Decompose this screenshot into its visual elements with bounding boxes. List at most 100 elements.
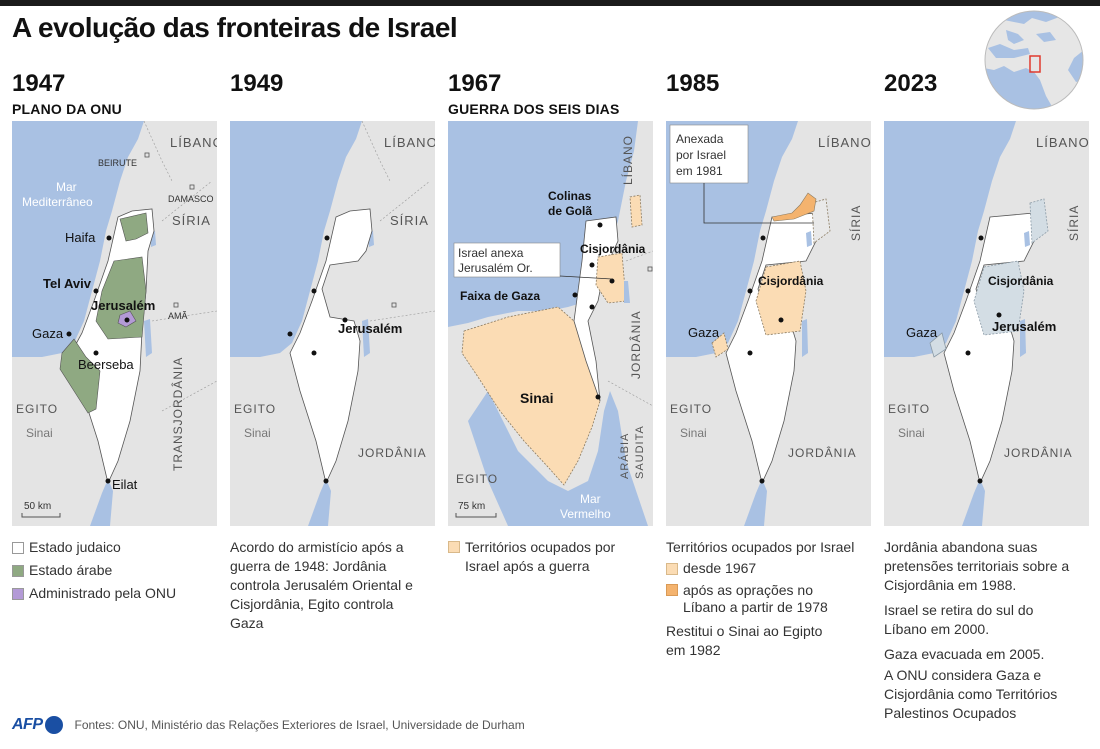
dead-sea <box>802 319 808 357</box>
label-anexada2: por Israel <box>676 148 726 162</box>
legend-2023: Jordânia abandona suas pretensões territ… <box>884 538 1089 729</box>
panel-note: Gaza evacuada em 2005. <box>884 646 1045 662</box>
label-jordania: JORDÂNIA <box>628 310 643 379</box>
capital-beirute <box>144 152 150 158</box>
label-gaza: Faixa de Gaza <box>460 289 540 303</box>
territory-west-bank <box>595 252 627 304</box>
panel-note: Acordo do armistício após a guerra de 19… <box>230 539 413 631</box>
city-dot-beerseba <box>93 350 99 356</box>
label-colinas: Colinas <box>548 189 592 203</box>
label-vermelho: Vermelho <box>560 507 611 521</box>
top-bar <box>0 0 1100 6</box>
page-title: A evolução das fronteiras de Israel <box>12 12 458 43</box>
sea-mediterranean <box>884 121 1016 357</box>
label-anexada1: Anexada <box>676 132 724 146</box>
label-cisjordania: Cisjordânia <box>580 242 646 256</box>
legend-swatch-arab <box>12 564 24 577</box>
legend-item: Estado árabe <box>12 561 227 580</box>
sources-text: Fontes: ONU, Ministério das Relações Ext… <box>74 718 525 732</box>
territory-arab-galilee <box>119 212 149 242</box>
label-telaviv: Tel Aviv <box>43 276 92 291</box>
legend-swatch-un <box>12 587 24 600</box>
callout-line <box>703 183 814 224</box>
territory-golan <box>1029 198 1049 244</box>
map-1985: Anexada por Israel em 1981 LÍBANO SÍRIA … <box>666 121 871 526</box>
territory-sinai <box>461 306 601 486</box>
label-sinai: Sinai <box>898 426 925 440</box>
panel-subtitle <box>666 98 871 120</box>
territory-west-bank <box>973 260 1025 336</box>
territory-arab-gaza <box>59 338 101 414</box>
border-lines <box>607 250 653 407</box>
label-libano: LÍBANO <box>170 135 217 150</box>
panel-1949: 1949 LÍBANO SÍRIA Jerusalém EGITO Sinai … <box>230 70 435 631</box>
label-egito: EGITO <box>670 402 712 416</box>
label-libano: LÍBANO <box>818 135 871 150</box>
panel-year: 1947 <box>12 70 66 97</box>
label-mar: Mar <box>56 180 77 194</box>
territory-gaza <box>711 332 729 358</box>
label-cisjordania: Cisjordânia <box>758 274 824 288</box>
sea-gulf <box>744 479 767 526</box>
territory-west-bank <box>755 260 807 336</box>
legend-item: Territórios ocupados por Israel após a g… <box>448 538 663 576</box>
map-1949: LÍBANO SÍRIA Jerusalém EGITO Sinai JORDÂ… <box>230 121 435 526</box>
label-damasco: DAMASCO <box>168 194 214 204</box>
label-haifa: Haifa <box>65 230 96 245</box>
territory-lebanon-strip <box>771 192 817 222</box>
sea-gulf <box>962 479 985 526</box>
label-jordania: JORDÂNIA <box>1004 445 1073 460</box>
legend-swatch-occupied-1967 <box>448 541 460 553</box>
label-sinai: Sinai <box>26 426 53 440</box>
panel-2023: 2023 LÍBANO SÍRIA Cisjordânia Gaza Jerus… <box>884 70 1089 721</box>
dead-sea <box>362 319 370 357</box>
map-2023: LÍBANO SÍRIA Cisjordânia Gaza Jerusalém … <box>884 121 1089 526</box>
callout-box <box>453 242 561 278</box>
legend-item: desde 1967 <box>666 559 881 578</box>
label-anexada3: em 1981 <box>676 164 723 178</box>
scale-bar <box>21 513 61 518</box>
label-siria: SÍRIA <box>1066 205 1081 241</box>
label-siria: SÍRIA <box>390 213 429 228</box>
label-libano: LÍBANO <box>620 135 635 185</box>
callout-line <box>559 275 613 280</box>
legend-item: Estado judaico <box>12 538 227 557</box>
sea-gulf <box>308 479 331 526</box>
label-egito: EGITO <box>888 402 930 416</box>
label-jerusalem: Jerusalém <box>91 298 155 313</box>
afp-logo: AFP <box>12 716 63 734</box>
map-1947: LÍBANO BEIRUTE Mar Mediterrâneo DAMASCO … <box>12 121 217 526</box>
afp-logo-dot <box>44 716 63 734</box>
label-gaza: Gaza <box>32 326 64 341</box>
sea-mediterranean <box>230 121 362 357</box>
legend-1949: Acordo do armistício após a guerra de 19… <box>230 538 445 639</box>
territory-golan <box>811 198 831 244</box>
label-beirute: BEIRUTE <box>98 158 137 168</box>
label-anexa1: Israel anexa <box>458 246 524 260</box>
lake-kinneret <box>806 231 812 247</box>
lake-kinneret <box>1024 231 1030 247</box>
label-scale: 50 km <box>24 501 51 512</box>
label-jordania: JORDÂNIA <box>358 445 427 460</box>
label-sinai: Sinai <box>520 390 553 406</box>
panel-subtitle <box>884 98 1089 120</box>
panel-note: A ONU considera Gaza e Cisjordânia como … <box>884 667 1058 721</box>
label-jerusalem: Jerusalém <box>992 319 1056 334</box>
city-dot-gaza <box>66 331 72 337</box>
label-egito: EGITO <box>456 472 498 486</box>
label-libano: LÍBANO <box>1036 135 1089 150</box>
sea-red <box>468 391 648 526</box>
label-libano: LÍBANO <box>384 135 435 150</box>
label-jerusalem: Jerusalém <box>338 321 402 336</box>
label-jordania: JORDÂNIA <box>788 445 857 460</box>
label-transjordania: TRANSJORDÂNIA <box>170 357 185 471</box>
panel-year: 1967 <box>448 70 502 97</box>
city-dot-telaviv <box>93 288 99 294</box>
city-dot-jerusalem <box>124 317 130 323</box>
capital-ama <box>173 302 179 308</box>
dead-sea <box>144 319 152 357</box>
label-beerseba: Beerseba <box>78 357 134 372</box>
label-gaza: Gaza <box>906 325 938 340</box>
city-dot-eilat <box>105 478 111 484</box>
label-sinai: Sinai <box>244 426 271 440</box>
